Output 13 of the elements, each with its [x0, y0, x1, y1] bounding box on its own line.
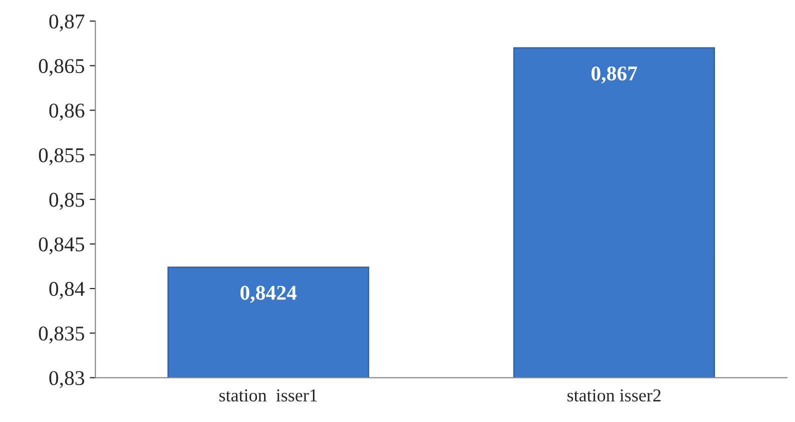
y-tick-label: 0,835 [38, 326, 84, 344]
y-tick-label: 0,87 [49, 14, 84, 32]
data-label: 0,867 [591, 66, 638, 84]
y-tick-label: 0,855 [38, 148, 84, 166]
data-label: 0,8424 [240, 286, 297, 303]
y-tick-label: 0,845 [38, 237, 84, 254]
y-tick-label: 0,86 [49, 104, 84, 121]
x-tick-label: station isser2 [567, 389, 661, 402]
y-tick-label: 0,865 [38, 59, 84, 76]
x-tick-label: station isser1 [219, 389, 317, 402]
y-tick-label: 0,84 [49, 282, 85, 299]
y-tick-label: 0,85 [49, 192, 84, 210]
y-tick-label: 0,83 [49, 371, 84, 388]
